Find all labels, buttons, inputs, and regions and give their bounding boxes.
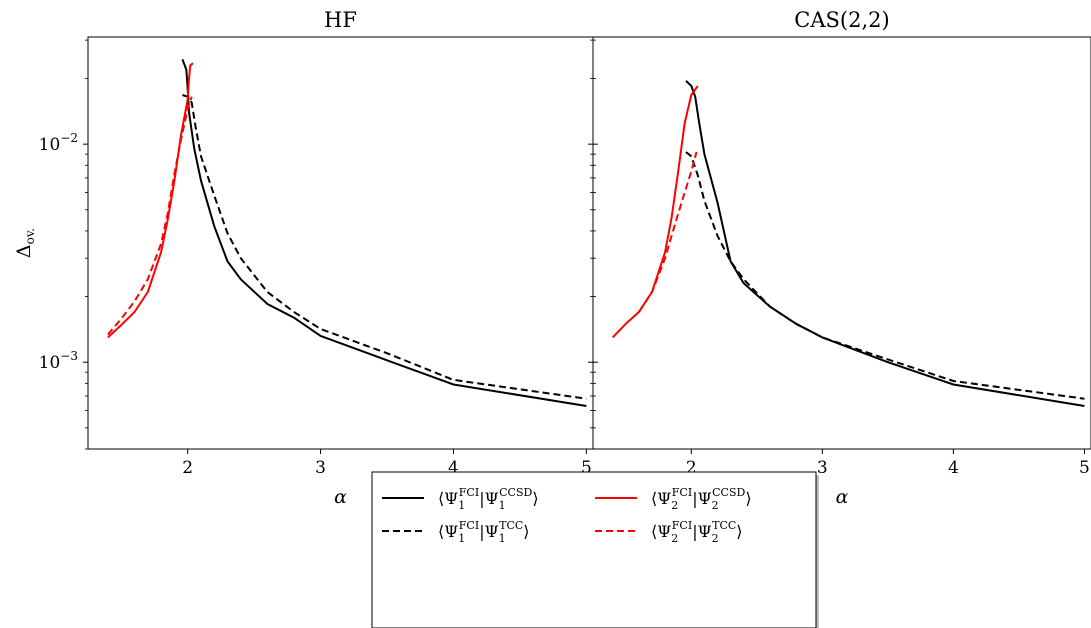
x-axis-label: α <box>334 486 347 508</box>
x-tick-label: 5 <box>581 458 592 478</box>
series-line-s1ccsd <box>181 58 587 407</box>
panel-title: HF <box>324 8 357 32</box>
panel-1: 2 3 4 5 10−3 10−2 HF α Δov. <box>13 8 594 508</box>
series-line-s1ccsd <box>685 80 1085 407</box>
series-line-s2tcc <box>638 151 698 313</box>
x-tick-label: 5 <box>1079 458 1090 478</box>
series-line-s1tcc <box>182 94 587 400</box>
x-axis-label: α <box>836 486 849 508</box>
plot-frame <box>592 36 1091 450</box>
x-tick-label: 3 <box>817 458 828 478</box>
series-line-s2ccsd <box>107 62 194 339</box>
legend-label-s2ccsd: ⟨Ψ2FCI|Ψ2CCSD⟩ <box>651 486 752 512</box>
panel-title: CAS(2,2) <box>794 8 889 32</box>
legend-label-s2tcc: ⟨Ψ2FCI|Ψ2TCC⟩ <box>651 519 743 545</box>
series-line-s1tcc <box>685 151 1085 400</box>
series-line-s2ccsd <box>611 85 699 339</box>
legend-box <box>371 471 817 628</box>
x-tick-label: 2 <box>686 458 697 478</box>
x-tick-label: 2 <box>182 458 193 478</box>
y-tick-label: 10−2 <box>39 131 78 155</box>
panel-2: 2 3 4 5 CAS(2,2) α <box>588 8 1091 508</box>
x-tick-label: 3 <box>315 458 326 478</box>
series-group <box>611 80 1085 407</box>
legend-label-s1ccsd: ⟨Ψ1FCI|Ψ1CCSD⟩ <box>438 486 539 512</box>
series-line-s2tcc <box>107 96 193 336</box>
x-tick-label: 4 <box>448 458 459 478</box>
series-group <box>107 58 587 407</box>
x-tick-label: 4 <box>948 458 959 478</box>
y-tick-label: 10−3 <box>39 349 78 373</box>
legend: ⟨Ψ1FCI|Ψ1CCSD⟩ ⟨Ψ2FCI|Ψ2CCSD⟩ ⟨Ψ1FCI|Ψ1TCC… <box>371 471 819 628</box>
y-axis-label: Δov. <box>13 228 37 258</box>
legend-label-s1tcc: ⟨Ψ1FCI|Ψ1TCC⟩ <box>438 519 530 545</box>
